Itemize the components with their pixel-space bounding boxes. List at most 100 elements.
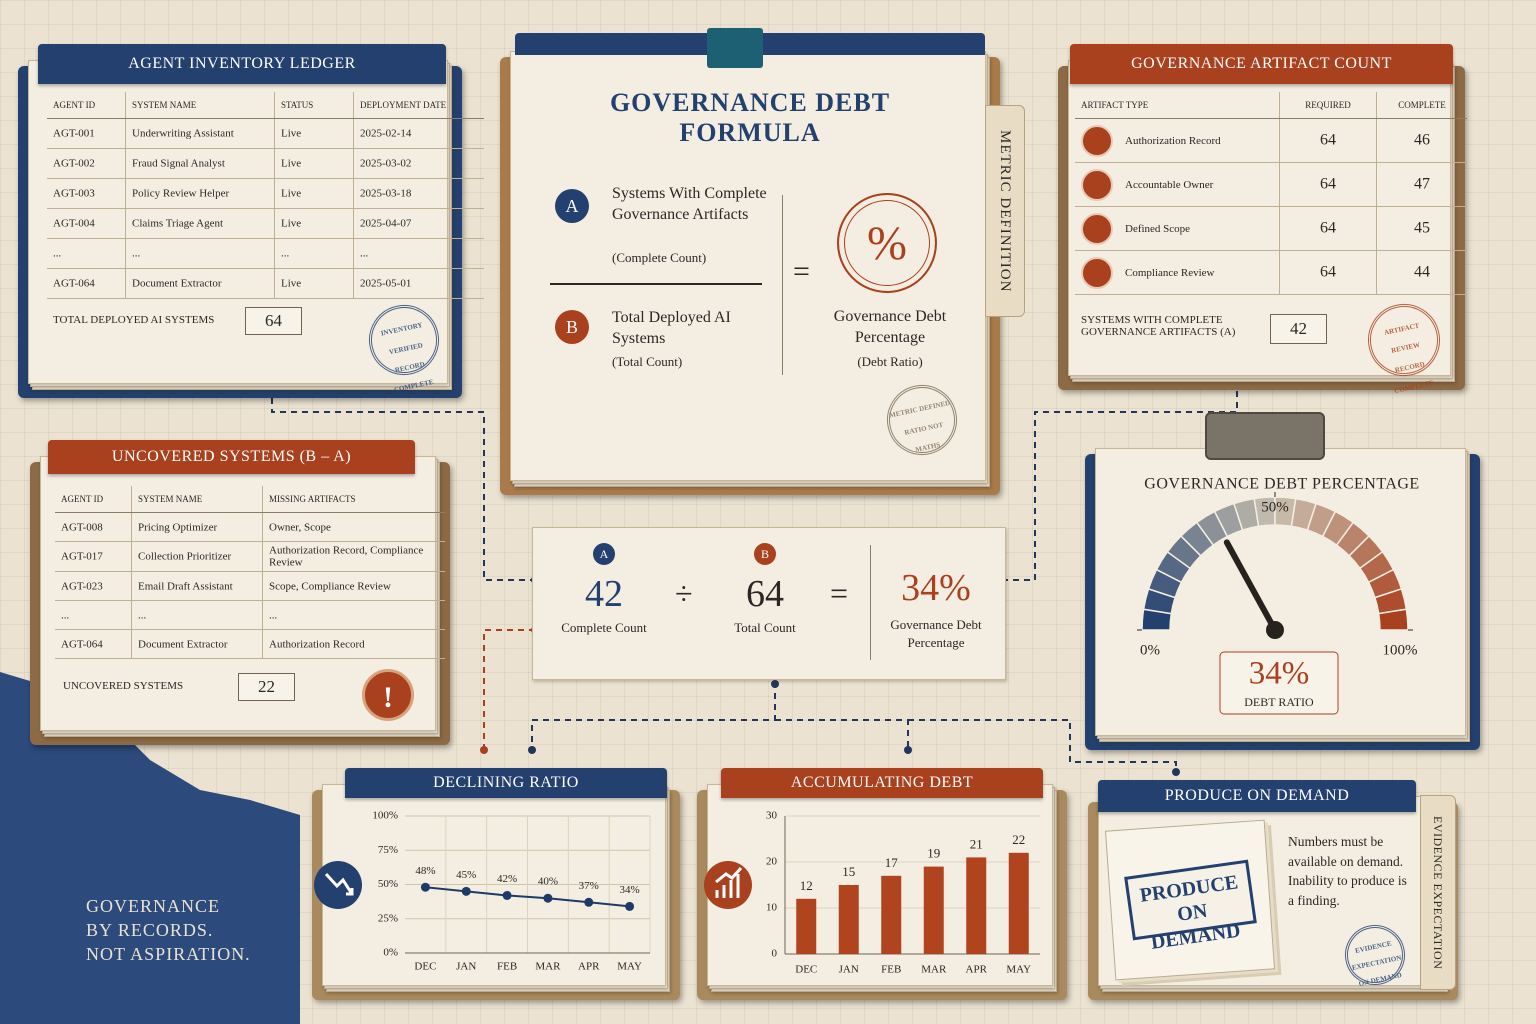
card-header: GOVERNANCE ARTIFACT COUNT	[1070, 44, 1453, 84]
gauge-needle	[1223, 539, 1278, 633]
x-tick-label: JAN	[456, 961, 476, 973]
result-label: Governance Debt Percentage	[833, 308, 947, 346]
table-row: Accountable Owner 64 47	[1075, 162, 1467, 207]
table-cell: 64	[1279, 162, 1377, 207]
calc-label: Total Count	[734, 620, 796, 635]
cell-text: AGT-023	[61, 580, 103, 593]
table-cell: ...	[274, 238, 354, 269]
table-cell: Live	[274, 118, 354, 149]
column-header: STATUS	[274, 92, 354, 119]
table-wrap: ARTIFACT TYPE REQUIRED COMPLETE Authorizati…	[1075, 92, 1467, 295]
calc-value: 64	[746, 573, 784, 615]
table-cell: ...	[47, 238, 126, 269]
motto-line: NOT ASPIRATION.	[86, 944, 251, 964]
x-tick-label: APR	[966, 964, 988, 976]
data-label: 37%	[579, 880, 599, 892]
line	[425, 886, 630, 908]
table-cell: Collection Prioritizer	[131, 541, 263, 572]
table-row: .........	[55, 600, 445, 630]
table-row: AGT-023 Email Draft Assistant Scope, Compl…	[55, 571, 445, 601]
cell-text: AGT-001	[53, 127, 95, 140]
table-cell: AGT-064	[47, 268, 126, 299]
table-cell: Defined Scope	[1075, 206, 1280, 251]
bar	[966, 857, 987, 954]
point	[420, 882, 430, 892]
badge: B	[555, 310, 589, 344]
cell-text: 64	[1320, 131, 1336, 149]
table-cell: Owner, Scope	[262, 512, 445, 542]
table-row: Compliance Review 64 44	[1075, 250, 1467, 295]
column-header: MISSING ARTIFACTS	[262, 486, 445, 513]
table: AGENT ID SYSTEM NAME MISSING ARTIFACTS AGT-…	[55, 486, 445, 659]
table-cell: Authorization Record	[262, 629, 445, 659]
badge: B	[754, 543, 776, 565]
gauge-tick-label: 100%	[1383, 642, 1418, 658]
cell-text: 2025-05-01	[360, 277, 412, 290]
data-label: 17	[885, 855, 899, 870]
artifact-icon	[1081, 124, 1113, 157]
cell-text: Document Extractor	[132, 277, 222, 290]
cell-text: 2025-03-18	[360, 187, 412, 200]
cell-text: 2025-04-07	[360, 217, 412, 230]
cell-text: ...	[360, 247, 369, 260]
card-header: DECLINING RATIO	[345, 768, 667, 798]
cell-text: ...	[61, 609, 70, 622]
table-row: AGT-064 Document Extractor Authorization R…	[55, 629, 445, 659]
column-header: ARTIFACT TYPE	[1075, 92, 1280, 119]
point	[502, 890, 512, 900]
cell-text: 2025-03-02	[360, 157, 412, 170]
table-row: AGT-064 Document Extractor Live 2025-05-01	[47, 268, 484, 299]
card-header: PRODUCE ON DEMAND	[1098, 780, 1416, 812]
total-value: 64	[245, 307, 302, 335]
table-row: Authorization Record 64 46	[1075, 118, 1467, 163]
table-cell: Authorization Record, Compliance Review	[262, 541, 445, 572]
column-header: COMPLETE	[1376, 92, 1467, 119]
cell-text: Fraud Signal Analyst	[132, 157, 225, 170]
y-tick-label: 20	[766, 856, 778, 868]
cell-text: Email Draft Assistant	[138, 580, 233, 593]
card-header: ACCUMULATING DEBT	[721, 768, 1043, 798]
data-label: 42%	[497, 873, 517, 885]
summary-value: 42	[1270, 314, 1327, 344]
formula-title: GOVERNANCE DEBT FORMULA	[609, 88, 891, 147]
denominator-label: Total Deployed AI Systems	[612, 309, 731, 347]
cell-text: AGT-004	[53, 217, 95, 230]
cell-text: 2025-02-14	[360, 127, 412, 140]
point	[461, 886, 471, 896]
x-tick-label: APR	[578, 961, 600, 973]
x-tick-label: MAR	[535, 961, 561, 973]
x-tick-label: MAR	[921, 964, 947, 976]
table-row: AGT-008 Pricing Optimizer Owner, Scope	[55, 512, 445, 542]
x-tick-label: JAN	[839, 964, 859, 976]
cell-text: Authorization Record, Compliance Review	[269, 544, 424, 569]
y-tick-label: 0	[772, 948, 778, 960]
y-tick-label: 10	[766, 902, 778, 914]
cell-text: 64	[1320, 263, 1336, 281]
cell-text: Accountable Owner	[1125, 178, 1214, 191]
cell-text: AGT-064	[61, 638, 103, 651]
gauge-tick-label: 50%	[1261, 499, 1289, 515]
x-tick-label: DEC	[795, 964, 817, 976]
data-label: 19	[927, 846, 940, 861]
table-cell: Document Extractor	[125, 268, 275, 299]
table-cell: 2025-05-01	[353, 268, 484, 299]
table-cell: AGT-001	[47, 118, 126, 149]
cell-text: 44	[1414, 263, 1430, 281]
binder-clip	[707, 28, 763, 68]
badge: A	[555, 189, 589, 223]
table-cell: Email Draft Assistant	[131, 571, 263, 601]
bar	[923, 866, 944, 954]
gauge-tick-label: 0%	[1140, 642, 1160, 658]
chart-title: GOVERNANCE DEBT PERCENTAGE	[1144, 476, 1419, 493]
table-row: AGT-003 Policy Review Helper Live 2025-03-1…	[47, 178, 484, 209]
cell-text: Live	[281, 277, 302, 290]
cell-text: AGT-017	[61, 550, 103, 563]
table-cell: 44	[1376, 250, 1467, 295]
result-label: Governance Debt Percentage	[890, 617, 982, 650]
table-header-row: AGENT ID SYSTEM NAME STATUS DEPLOYMENT DATE	[47, 92, 484, 119]
numerator-note: (Complete Count)	[612, 250, 707, 265]
bar	[881, 875, 902, 954]
x-tick-label: MAY	[617, 961, 642, 973]
card-header: AGENT INVENTORY LEDGER	[38, 44, 446, 84]
